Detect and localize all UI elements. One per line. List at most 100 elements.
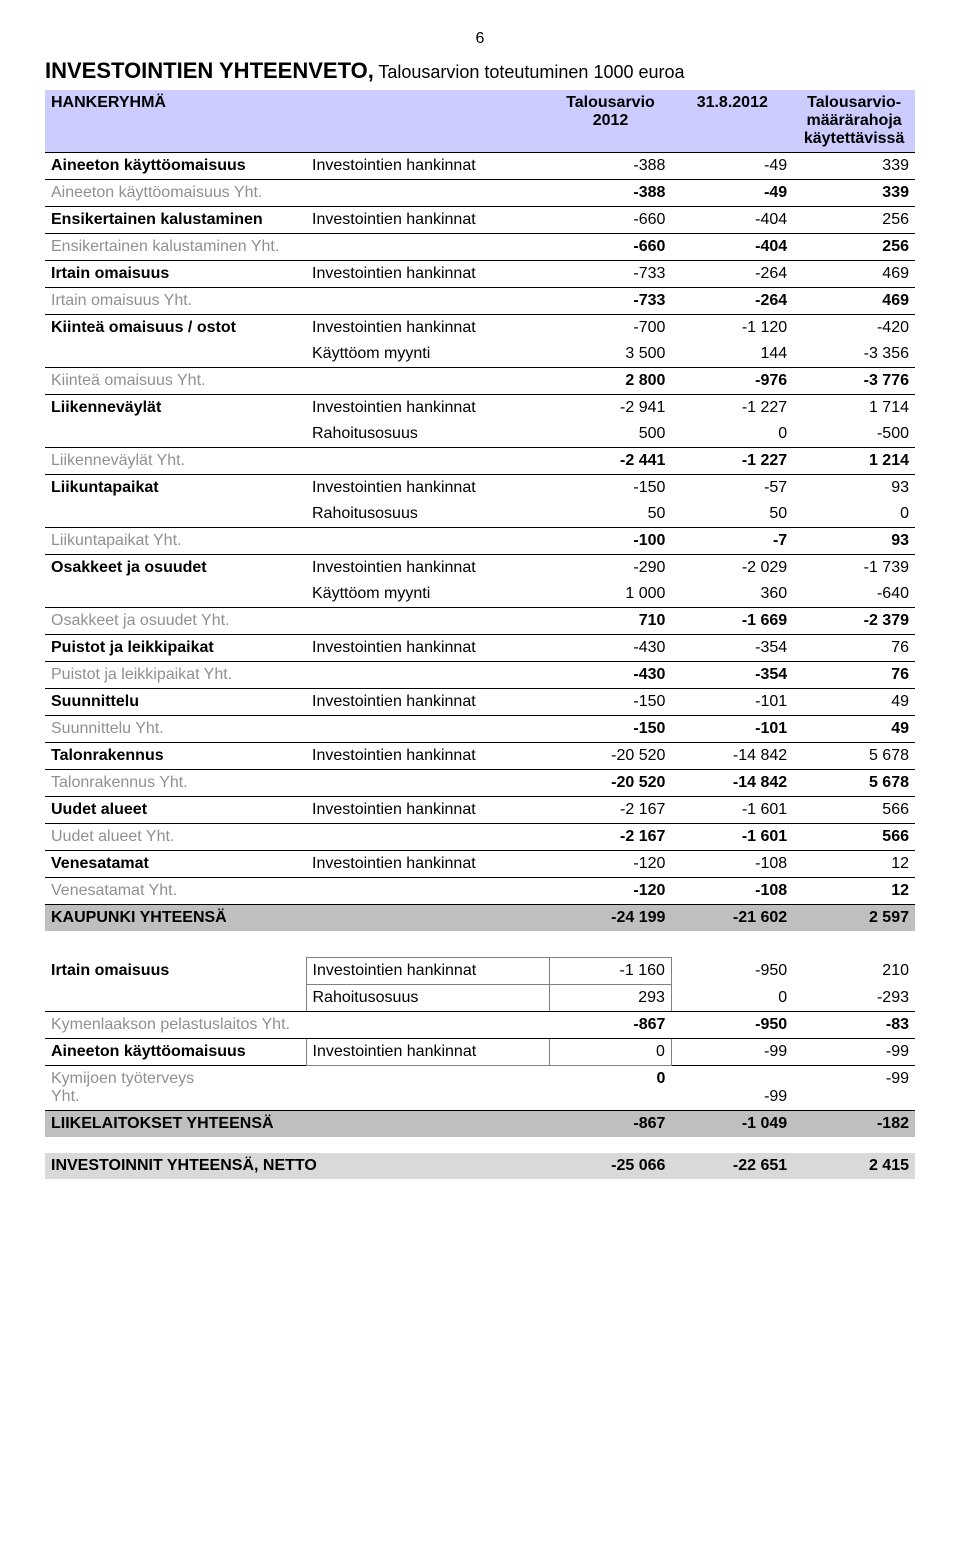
investment-table: HANKERYHMÄ Talousarvio 2012 31.8.2012 Ta… [45, 90, 915, 1179]
hdr-a1: Talousarvio [566, 94, 655, 111]
cell-desc: Investointien hankinnat [306, 1039, 550, 1066]
cell-label: Liikenneväylät Yht. [45, 448, 550, 475]
cell-label: Kiinteä omaisuus Yht. [45, 368, 550, 395]
table-row: Aineeton käyttöomaisuus Yht. -388 -49 33… [45, 180, 915, 207]
table-row: Rahoitusosuus 500 0 -500 [45, 421, 915, 448]
cell-b: 50 [671, 501, 793, 528]
investoinnit-total-row: INVESTOINNIT YHTEENSÄ, NETTO -25 066 -22… [45, 1153, 915, 1179]
cell-c: -293 [793, 985, 915, 1012]
cell-c: 76 [793, 635, 915, 662]
cell-label: Venesatamat Yht. [45, 878, 550, 905]
cell-desc: Investointien hankinnat [306, 475, 550, 502]
cell-a: -150 [550, 689, 672, 716]
table-row: Liikenneväylät Investointien hankinnat -… [45, 395, 915, 422]
page-number: 6 [45, 30, 915, 48]
cell-label: Uudet alueet [45, 797, 306, 824]
cell-b: 360 [671, 581, 793, 608]
table-row: Irtain omaisuus Investointien hankinnat … [45, 261, 915, 288]
cell-label: Uudet alueet Yht. [45, 824, 550, 851]
table-row: Venesatamat Yht. -120 -108 12 [45, 878, 915, 905]
table-row: Suunnittelu Investointien hankinnat -150… [45, 689, 915, 716]
cell-b: -101 [671, 689, 793, 716]
cell-desc: Investointien hankinnat [306, 743, 550, 770]
table-row: Uudet alueet Investointien hankinnat -2 … [45, 797, 915, 824]
title-sub: Talousarvion toteutuminen 1000 euroa [378, 62, 684, 82]
table-row: Talonrakennus Investointien hankinnat -2… [45, 743, 915, 770]
cell-label: Ensikertainen kalustaminen Yht. [45, 234, 550, 261]
cell-a: -430 [550, 662, 672, 689]
cell-a: -388 [550, 180, 672, 207]
table-row: Aineeton käyttöomaisuus Investointien ha… [45, 1039, 915, 1066]
cell-c: -640 [793, 581, 915, 608]
table-row: Irtain omaisuus Investointien hankinnat … [45, 958, 915, 985]
cell-desc: Investointien hankinnat [306, 153, 550, 180]
table-row: Osakkeet ja osuudet Investointien hankin… [45, 555, 915, 582]
cell-c: 49 [793, 689, 915, 716]
cell-b: -14 842 [671, 770, 793, 797]
table-row: Rahoitusosuus 293 0 -293 [45, 985, 915, 1012]
cell-c: -182 [793, 1111, 915, 1138]
cell-label: Aineeton käyttöomaisuus Yht. [45, 180, 550, 207]
cell-a: -2 941 [550, 395, 672, 422]
cell-c: 1 714 [793, 395, 915, 422]
cell-b: 0 [671, 421, 793, 448]
cell-a: -150 [550, 475, 672, 502]
cell-label: LIIKELAITOKSET YHTEENSÄ [45, 1111, 550, 1138]
cell-label: KAUPUNKI YHTEENSÄ [45, 905, 550, 932]
hdr-c1: Talousarvio- [807, 94, 901, 111]
cell-c: -1 739 [793, 555, 915, 582]
table-row: Rahoitusosuus 50 50 0 [45, 501, 915, 528]
cell-desc: Rahoitusosuus [306, 421, 550, 448]
cell-b: -404 [671, 234, 793, 261]
cell-c: -3 776 [793, 368, 915, 395]
cell-b: -354 [671, 662, 793, 689]
cell-a: -388 [550, 153, 672, 180]
cell-c: -420 [793, 315, 915, 342]
cell-desc: Investointien hankinnat [306, 635, 550, 662]
spacer-row [45, 931, 915, 958]
cell-desc: Rahoitusosuus [306, 985, 550, 1012]
cell-a: 0 [550, 1039, 672, 1066]
cell-b: -22 651 [671, 1153, 793, 1179]
liikelaitokset-total-row: LIIKELAITOKSET YHTEENSÄ -867 -1 049 -182 [45, 1111, 915, 1138]
cell-label: Liikuntapaikat Yht. [45, 528, 550, 555]
hdr-c3: käytettävissä [804, 130, 905, 147]
cell-c: -2 379 [793, 608, 915, 635]
cell-a: -120 [550, 878, 672, 905]
cell-b: 0 [671, 985, 793, 1012]
cell-b: -1 227 [671, 448, 793, 475]
cell-label: Suunnittelu Yht. [45, 716, 550, 743]
cell-b: -108 [671, 878, 793, 905]
cell-label: Osakkeet ja osuudet Yht. [45, 608, 550, 635]
cell-c: 256 [793, 234, 915, 261]
cell-label: Aineeton käyttöomaisuus [45, 153, 306, 180]
cell-b: -57 [671, 475, 793, 502]
cell-a: 1 000 [550, 581, 672, 608]
cell-label-1: Kymijoen työterveys [51, 1070, 194, 1087]
cell-b: -14 842 [671, 743, 793, 770]
cell-c: 93 [793, 528, 915, 555]
cell-a: -2 167 [550, 797, 672, 824]
cell-a: 500 [550, 421, 672, 448]
cell-b: 144 [671, 341, 793, 368]
table-row: Ensikertainen kalustaminen Investointien… [45, 207, 915, 234]
cell-label: Irtain omaisuus Yht. [45, 288, 550, 315]
table-row: Uudet alueet Yht. -2 167 -1 601 566 [45, 824, 915, 851]
cell-b: -950 [671, 958, 793, 985]
table-row: Puistot ja leikkipaikat Yht. -430 -354 7… [45, 662, 915, 689]
cell-c: -83 [793, 1012, 915, 1039]
cell-a: -150 [550, 716, 672, 743]
cell-a: -2 441 [550, 448, 672, 475]
cell-desc: Käyttöom myynti [306, 341, 550, 368]
cell-b: -1 669 [671, 608, 793, 635]
cell-c: 210 [793, 958, 915, 985]
page-title: INVESTOINTIEN YHTEENVETO, Talousarvion t… [45, 58, 915, 84]
hdr-col-b: 31.8.2012 [671, 90, 793, 153]
cell-c: 12 [793, 878, 915, 905]
cell-a: -733 [550, 288, 672, 315]
cell-a: 50 [550, 501, 672, 528]
cell-c: 469 [793, 261, 915, 288]
cell-a: -25 066 [550, 1153, 672, 1179]
table-row: Puistot ja leikkipaikat Investointien ha… [45, 635, 915, 662]
cell-c: 5 678 [793, 770, 915, 797]
